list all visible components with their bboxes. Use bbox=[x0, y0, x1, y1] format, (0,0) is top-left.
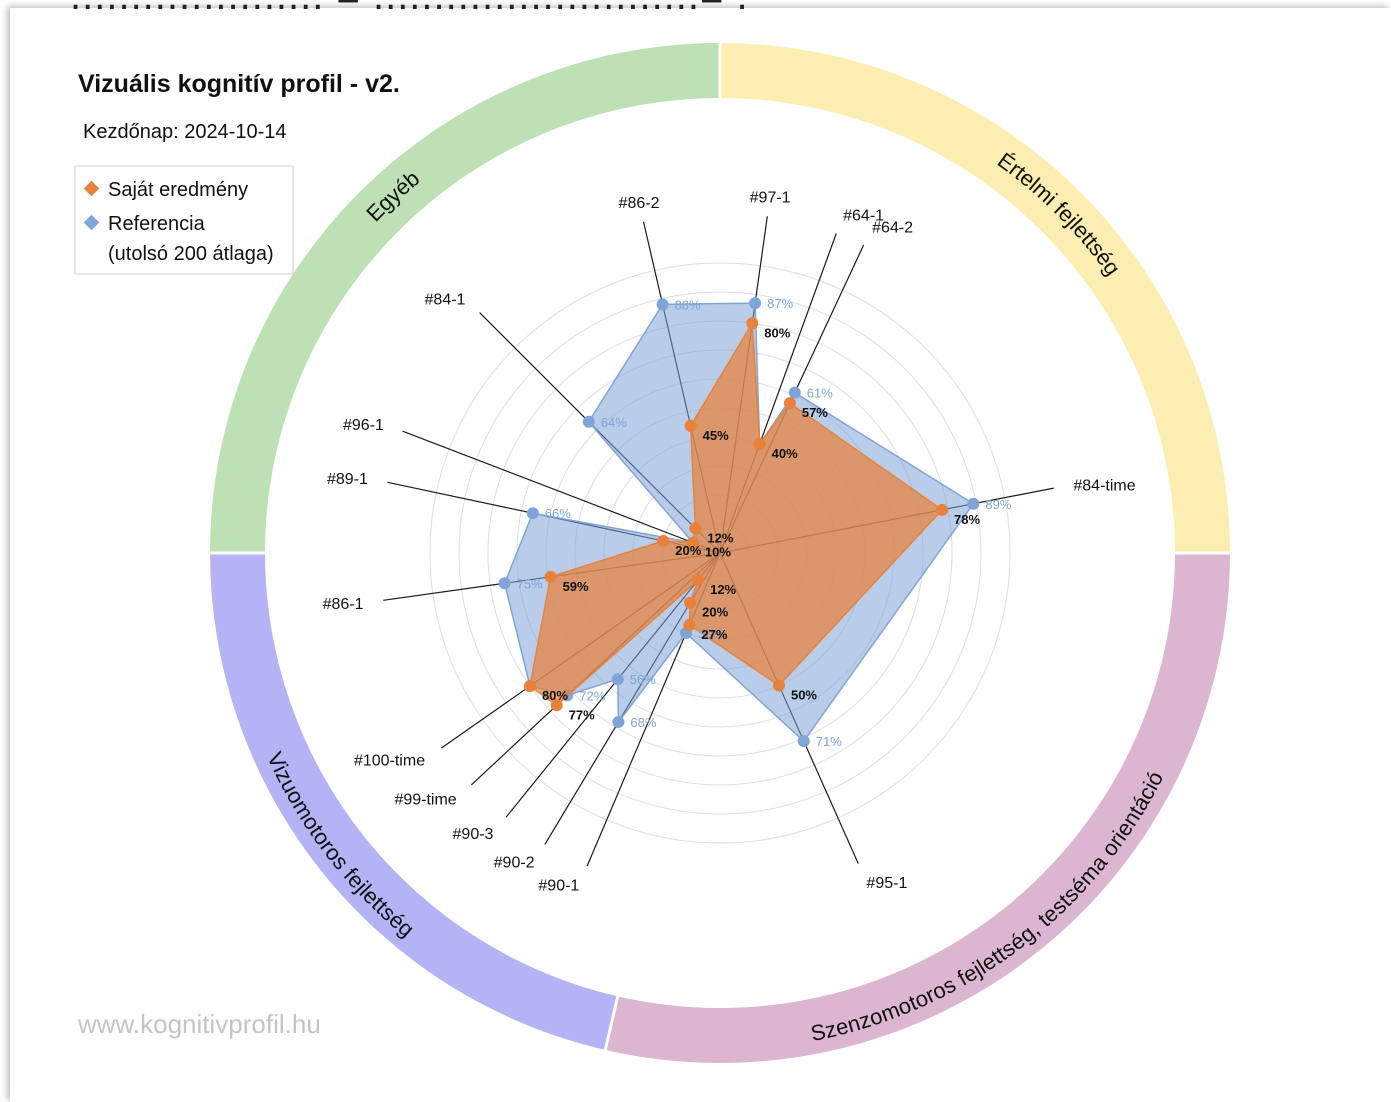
own-value-label: 59% bbox=[563, 579, 589, 594]
own-value-label: 78% bbox=[954, 512, 980, 527]
series-point-1 bbox=[499, 577, 511, 589]
series-point-1 bbox=[749, 297, 761, 309]
axis-label: #84-time bbox=[1073, 477, 1135, 494]
ref-value-label: 61% bbox=[807, 386, 833, 401]
own-value-label: 50% bbox=[791, 687, 817, 702]
own-value-label: 12% bbox=[707, 530, 733, 545]
own-value-label: 20% bbox=[675, 543, 701, 558]
own-value-label: 77% bbox=[569, 707, 595, 722]
ref-value-label: 66% bbox=[545, 506, 571, 521]
series-point-1 bbox=[527, 507, 539, 519]
legend-label-ref-sub: (utolsó 200 átlaga) bbox=[108, 243, 274, 265]
series-area-0 bbox=[530, 323, 942, 705]
ref-value-label: 56% bbox=[630, 672, 656, 687]
series-point-0 bbox=[545, 571, 557, 583]
axis-label: #97-1 bbox=[750, 190, 791, 207]
own-value-label: 10% bbox=[705, 545, 731, 560]
chart-subtitle: Kezdőnap: 2024-10-14 bbox=[83, 121, 287, 143]
series-point-1 bbox=[789, 387, 801, 399]
series-point-0 bbox=[657, 535, 669, 547]
series-point-1 bbox=[612, 716, 624, 728]
series-point-0 bbox=[692, 574, 704, 586]
series-point-0 bbox=[784, 397, 796, 409]
series-point-0 bbox=[936, 504, 948, 516]
ref-value-label: 64% bbox=[601, 415, 627, 430]
own-value-label: 80% bbox=[764, 325, 790, 340]
axis-label: #90-1 bbox=[538, 877, 579, 894]
axis-label: #90-3 bbox=[453, 826, 494, 843]
series-point-0 bbox=[746, 317, 758, 329]
own-value-label: 80% bbox=[542, 688, 568, 703]
axis-label: #84-1 bbox=[425, 291, 466, 308]
axis-label: #90-2 bbox=[494, 855, 535, 872]
ref-value-label: 72% bbox=[579, 688, 605, 703]
axis-label: #99-time bbox=[394, 792, 456, 809]
series-point-0 bbox=[524, 680, 536, 692]
ref-value-label: 68% bbox=[630, 715, 656, 730]
series-point-1 bbox=[612, 673, 624, 685]
sector-label-0: Értelmi fejlettség bbox=[993, 148, 1125, 280]
series-point-0 bbox=[754, 438, 766, 450]
own-value-label: 20% bbox=[702, 605, 728, 620]
sector-label-2: Vizuomotoros fejlettség bbox=[262, 748, 419, 942]
axis-label: #95-1 bbox=[866, 875, 907, 892]
series-point-0 bbox=[685, 420, 697, 432]
axis-label: #86-2 bbox=[619, 195, 660, 212]
legend-label-ref: Referencia bbox=[108, 213, 206, 235]
ref-value-label: 88% bbox=[675, 297, 701, 312]
own-value-label: 12% bbox=[710, 582, 736, 597]
own-value-label: 27% bbox=[701, 627, 727, 642]
axis-label: #96-1 bbox=[343, 417, 384, 434]
series-point-1 bbox=[967, 498, 979, 510]
series-point-0 bbox=[683, 619, 695, 631]
axis-label: #89-1 bbox=[327, 471, 368, 488]
series-point-1 bbox=[657, 298, 669, 310]
own-value-label: 45% bbox=[703, 428, 729, 443]
axis-label: #64-2 bbox=[872, 220, 913, 237]
series-point-0 bbox=[684, 597, 696, 609]
radar-series: 87%80%40%61%57%89%78%71%50%30%27%68%20%5… bbox=[499, 296, 1012, 749]
footer-url: www.kognitivprofil.hu bbox=[77, 1009, 321, 1039]
ref-value-label: 89% bbox=[985, 497, 1011, 512]
ref-value-label: 71% bbox=[816, 734, 842, 749]
legend-label-own: Saját eredmény bbox=[108, 179, 248, 201]
series-point-0 bbox=[689, 522, 701, 534]
ref-value-label: 75% bbox=[517, 576, 543, 591]
series-point-1 bbox=[583, 416, 595, 428]
own-value-label: 57% bbox=[802, 405, 828, 420]
axis-label: #100-time bbox=[354, 752, 425, 769]
chart-title: Vizuális kognitív profil - v2. bbox=[78, 70, 400, 98]
own-value-label: 40% bbox=[772, 446, 798, 461]
legend: Saját eredmény Referencia (utolsó 200 át… bbox=[75, 166, 293, 274]
series-point-1 bbox=[798, 735, 810, 747]
ref-value-label: 87% bbox=[767, 296, 793, 311]
series-point-0 bbox=[773, 679, 785, 691]
axis-label: #86-1 bbox=[323, 596, 364, 613]
chart-frame: ..................... = ................… bbox=[10, 8, 1391, 1102]
